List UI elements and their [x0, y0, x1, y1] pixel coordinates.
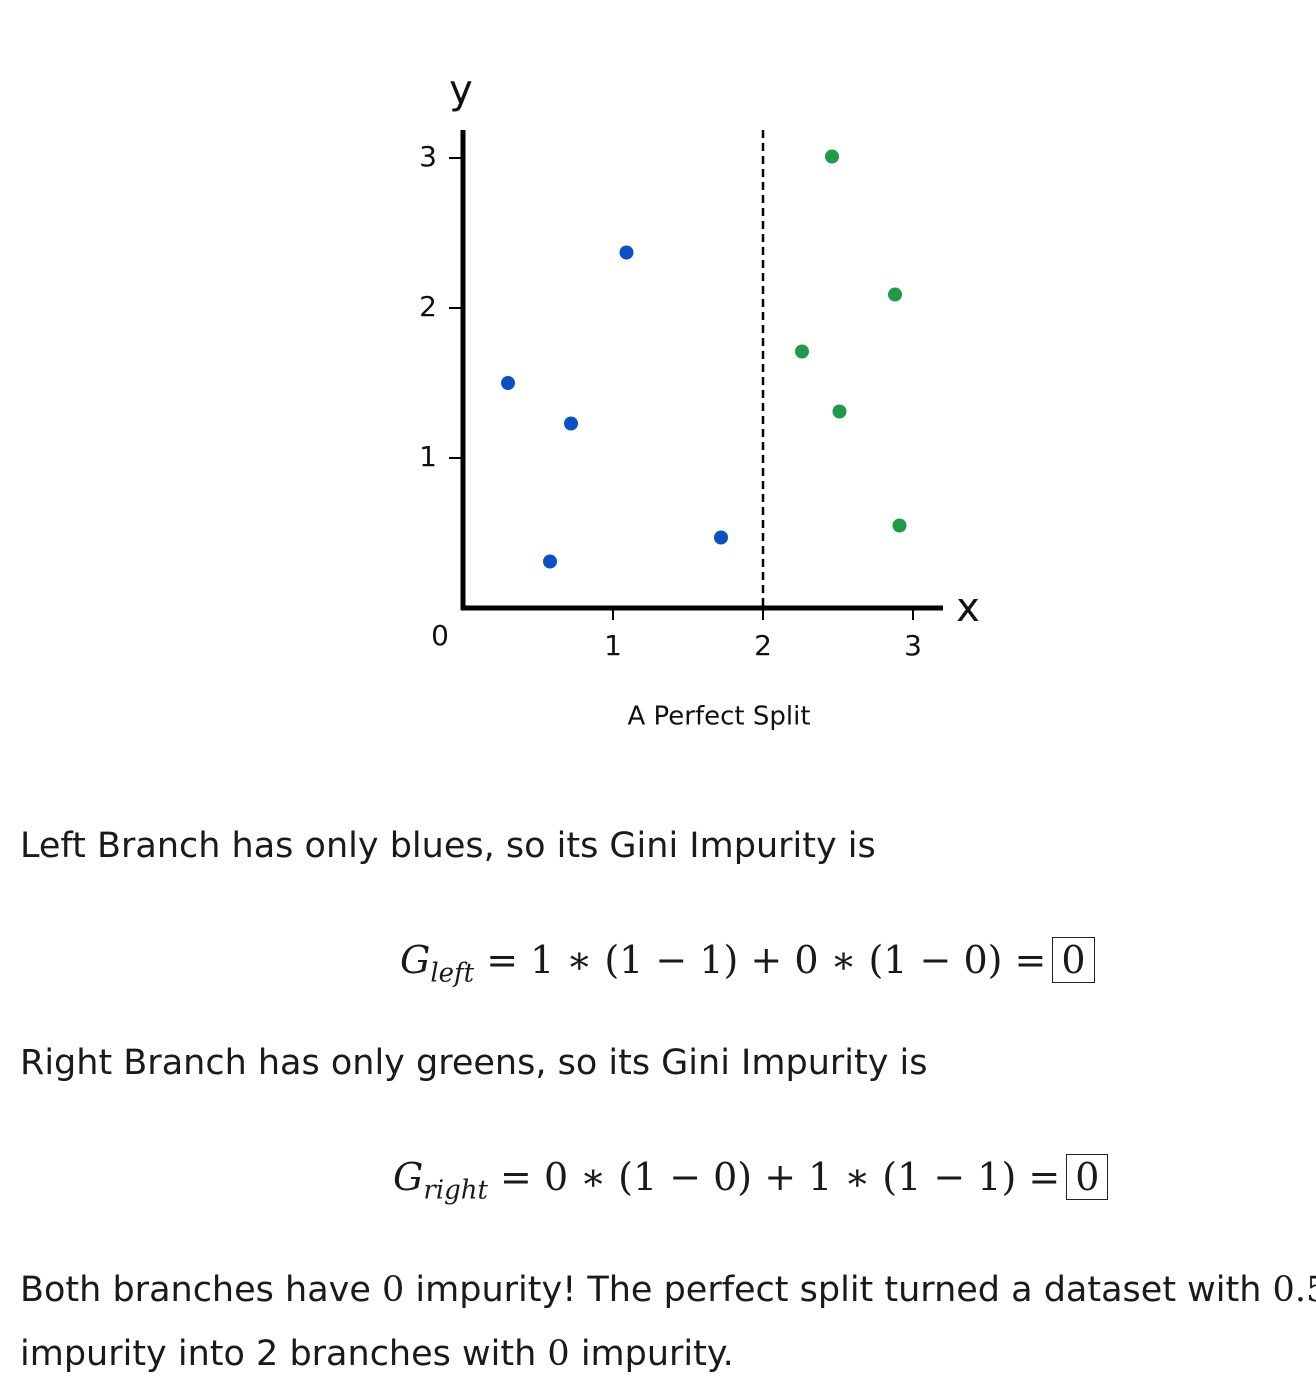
chart: y x 0 A Perfect Split 1 2 3 1 2 3: [419, 67, 980, 732]
math: 0: [382, 1270, 405, 1310]
paragraph: Right Branch has only greens, so its Gin…: [20, 1043, 928, 1083]
y-tick-label: 1: [419, 440, 437, 473]
x-tick-label: 3: [904, 629, 922, 662]
text: impurity.: [569, 1334, 734, 1374]
math: 0.5: [1272, 1270, 1316, 1310]
eq-result: 0: [1052, 937, 1095, 983]
point: [619, 245, 634, 260]
y-tick-label: 3: [419, 140, 437, 173]
eq-rhs: = 0 ∗ (1 − 0) + 1 ∗ (1 − 1) =: [500, 1155, 1061, 1199]
eq-result: 0: [1066, 1154, 1109, 1200]
text: impurity into 2 branches with: [20, 1334, 548, 1374]
x-axis-label: x: [956, 585, 980, 631]
eq-lhs: G: [393, 1155, 424, 1199]
equation: Gleft = 1 ∗ (1 − 1) + 0 ∗ (1 − 0) = 0: [400, 937, 1095, 989]
eq-sub: left: [430, 958, 475, 989]
point: [832, 404, 847, 419]
x-tick-label: 2: [754, 629, 772, 662]
y-axis-label: y: [449, 67, 473, 113]
caption: A Perfect Split: [627, 702, 810, 732]
equation: Gright = 0 ∗ (1 − 0) + 1 ∗ (1 − 1) = 0: [393, 1154, 1109, 1206]
paragraph: Left Branch has only blues, so its Gini …: [20, 826, 876, 866]
point: [892, 518, 907, 533]
text: Both branches have: [20, 1270, 383, 1310]
point: [825, 149, 839, 164]
eq-lhs: G: [400, 938, 431, 982]
eq-rhs: = 1 ∗ (1 − 1) + 0 ∗ (1 − 0) =: [486, 938, 1047, 982]
point: [501, 376, 515, 390]
point: [543, 554, 557, 569]
eq-sub: right: [423, 1175, 488, 1206]
point: [888, 287, 902, 302]
math: 0: [547, 1334, 570, 1374]
conclusion: Both branches have 0 impurity! The perfe…: [20, 1258, 1316, 1380]
point: [795, 344, 809, 359]
origin-tick-label: 0: [431, 619, 449, 652]
text: impurity! The perfect split turned a dat…: [404, 1270, 1273, 1310]
y-tick-label: 2: [419, 290, 437, 323]
point: [564, 416, 578, 431]
x-tick-label: 1: [604, 629, 622, 662]
point: [714, 530, 728, 545]
